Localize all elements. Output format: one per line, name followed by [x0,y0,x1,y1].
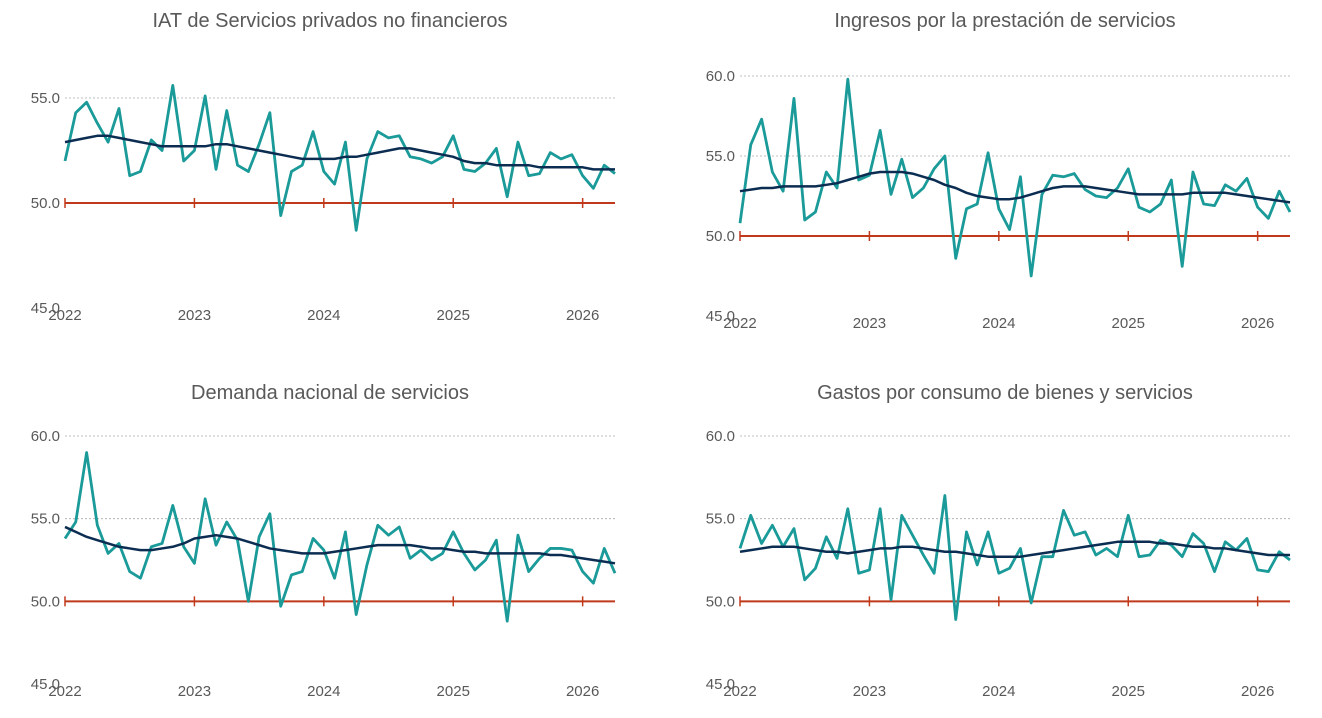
x-tick-label: 2026 [1241,315,1274,332]
x-tick-label: 2022 [48,683,81,700]
chart-title: Demanda nacional de servicios [191,382,469,404]
series-line [64,525,616,565]
y-tick-label: 50.0 [31,195,60,212]
series-line [739,540,1290,558]
series-line [739,170,1291,204]
x-tick-label: 2024 [982,315,1015,332]
y-tick-label: 55.0 [31,511,60,528]
series-line [64,134,615,171]
x-tick-label: 2026 [566,683,599,700]
x-tick-label: 2022 [48,307,81,324]
y-tick-label: 55.0 [706,511,735,528]
y-tick-label: 50.0 [706,228,735,245]
y-tick-label: 50.0 [706,593,735,610]
y-tick-label: 60.0 [31,428,60,445]
x-tick-label: 2026 [1241,683,1274,700]
x-tick-label: 2024 [307,683,340,700]
y-tick-label: 60.0 [706,68,735,85]
y-tick-label: 45.0 [706,308,735,325]
y-tick-label: 50.0 [31,593,60,610]
series-line [63,451,617,623]
y-tick-label: 60.0 [706,428,735,445]
y-tick-label: 45.0 [31,676,60,693]
x-tick-label: 2025 [1112,683,1145,700]
chart-title: IAT de Servicios privados no financieros [153,10,508,32]
y-tick-label: 45.0 [31,300,60,317]
chart-title: Gastos por consumo de bienes y servicios [817,382,1193,404]
chart-title: Ingresos por la prestación de servicios [834,10,1175,32]
series-line [738,494,1291,621]
x-tick-label: 2025 [437,307,470,324]
x-tick-label: 2026 [566,307,599,324]
x-tick-label: 2024 [982,683,1015,700]
series-line [738,77,1292,278]
x-tick-label: 2024 [307,307,340,324]
x-tick-label: 2025 [1112,315,1145,332]
x-tick-label: 2022 [723,683,756,700]
x-tick-label: 2023 [853,683,886,700]
x-tick-label: 2025 [437,683,470,700]
y-tick-label: 55.0 [31,90,60,107]
x-tick-label: 2023 [853,315,886,332]
x-tick-label: 2023 [178,683,211,700]
y-tick-label: 45.0 [706,676,735,693]
x-tick-label: 2022 [723,315,756,332]
y-tick-label: 55.0 [706,148,735,165]
x-tick-label: 2023 [178,307,211,324]
